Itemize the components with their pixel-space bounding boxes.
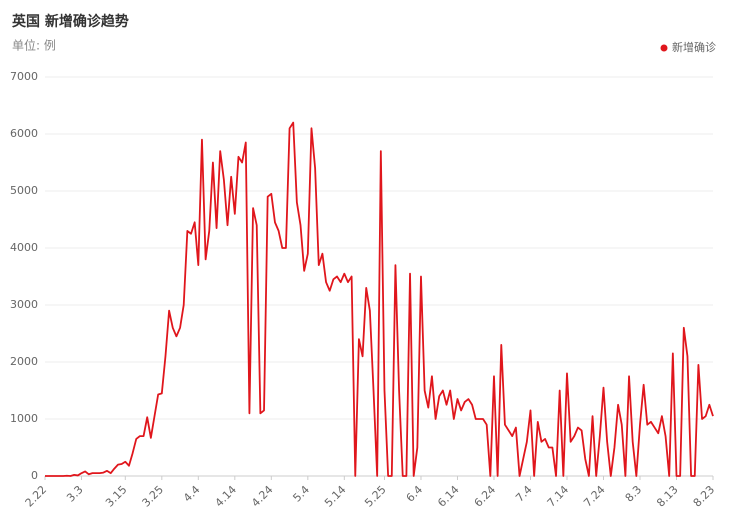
x-tick-label: 8.3 [623,483,645,505]
x-tick-label: 6.24 [472,483,499,510]
x-tick-label: 4.4 [181,483,203,505]
y-tick-label: 1000 [10,412,38,425]
x-tick-label: 3.3 [64,483,86,505]
y-tick-label: 7000 [10,70,38,83]
x-tick-label: 3.15 [103,483,130,510]
x-tick-label: 6.14 [435,483,462,510]
x-tick-label: 6.4 [404,483,426,505]
x-tick-label: 2.22 [23,483,50,510]
x-tick-label: 5.25 [362,483,389,510]
line-series [45,121,714,477]
legend-marker [660,44,668,52]
x-tick-label: 3.25 [140,483,167,510]
x-tick-label: 5.4 [290,483,312,505]
y-tick-label: 6000 [10,127,38,140]
x-tick-label: 7.24 [581,483,608,510]
legend-label: 新增确诊 [672,40,716,54]
y-tick-label: 2000 [10,355,38,368]
chart-title: 英国 新增确诊趋势 [11,13,129,30]
y-tick-label: 4000 [10,241,38,254]
y-tick-label: 5000 [10,184,38,197]
x-tick-label: 7.14 [545,483,572,510]
x-tick-label: 8.23 [691,483,718,510]
y-tick-label: 3000 [10,298,38,311]
x-tick-label: 8.13 [654,483,681,510]
chart-subtitle: 单位: 例 [12,38,56,53]
x-tick-label: 4.14 [213,483,240,510]
x-tick-label: 7.4 [513,483,535,505]
x-tick-label: 5.14 [322,483,349,510]
x-tick-label: 4.24 [249,483,276,510]
y-tick-label: 0 [31,469,38,482]
